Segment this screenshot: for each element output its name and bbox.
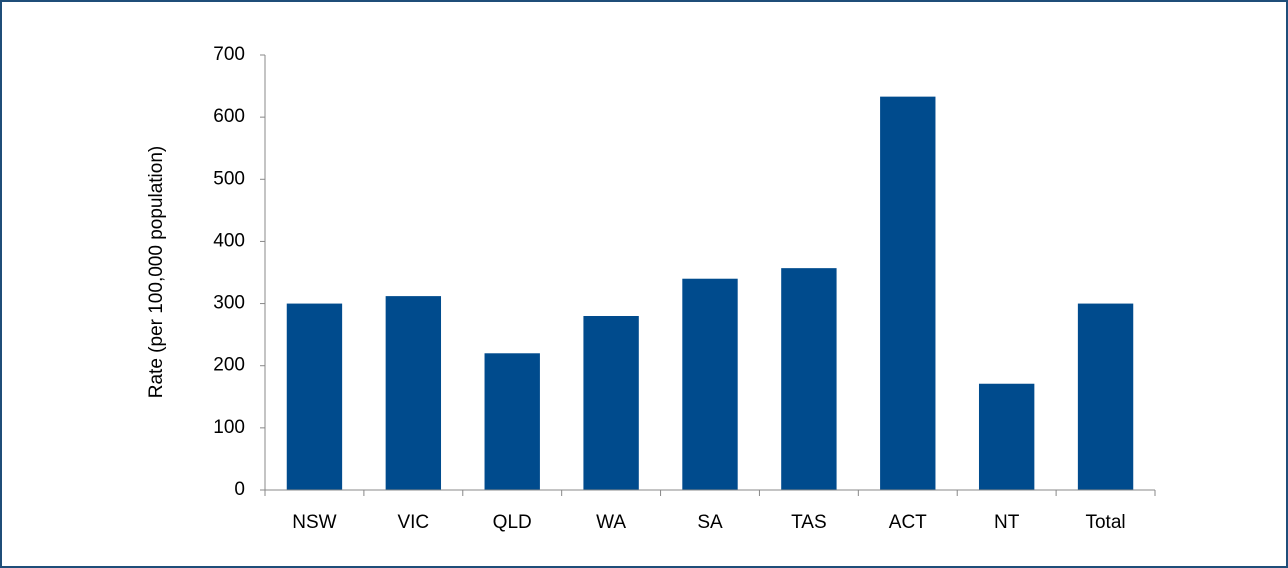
y-tick-label: 0 [234,479,245,500]
bar [978,383,1035,490]
bar [880,96,936,490]
y-axis-label: Rate (per 100,000 population) [146,146,167,398]
bar [583,316,639,490]
x-tick-label: Total [1085,512,1125,533]
x-tick-label: VIC [397,512,429,533]
x-tick-label: SA [697,512,723,533]
bar [286,303,343,490]
x-tick-label: ACT [889,512,927,533]
bar [682,278,738,490]
y-tick-label: 500 [213,168,245,189]
bar [484,353,540,490]
x-tick-label: NT [994,512,1020,533]
x-tick-label: NSW [292,512,336,533]
y-tick-label: 200 [213,355,245,376]
y-tick-label: 700 [213,44,245,65]
x-tick-label: TAS [791,512,827,533]
bar [385,296,442,490]
bar [781,268,837,490]
y-tick-label: 600 [213,106,245,127]
bar [1077,303,1134,490]
x-tick-label: QLD [493,512,532,533]
x-tick-label: WA [596,512,626,533]
y-tick-label: 300 [213,293,245,314]
y-tick-label: 100 [213,417,245,438]
y-tick-label: 400 [213,230,245,251]
